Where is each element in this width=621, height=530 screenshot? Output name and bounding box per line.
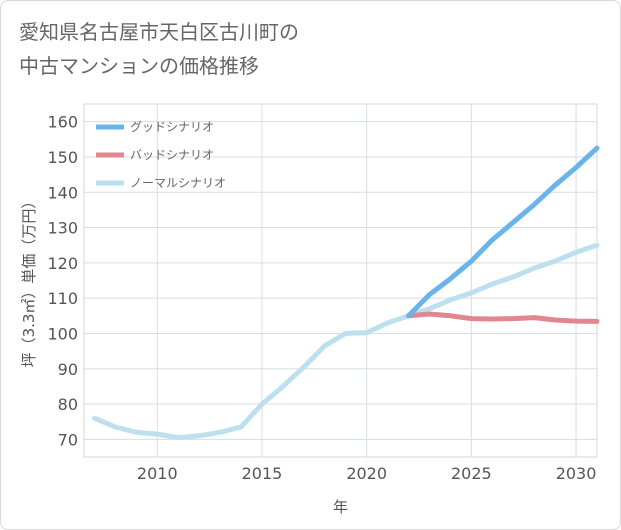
legend-label-2: ノーマルシナリオ <box>130 176 226 190</box>
chart-title: 愛知県名古屋市天白区古川町の 中古マンションの価格推移 <box>19 15 299 83</box>
chart-title-line-2: 中古マンションの価格推移 <box>19 54 259 78</box>
series-line-0 <box>406 145 600 319</box>
y-tick-label: 130 <box>47 219 78 238</box>
y-tick-label: 100 <box>47 324 78 343</box>
plot-frame <box>83 103 598 458</box>
y-tick-label: 80 <box>58 395 78 414</box>
y-axis-label: 坪（3.3㎡）単価（万円） <box>20 194 38 368</box>
y-tick-label: 160 <box>47 113 78 132</box>
x-tick-label: 2025 <box>451 464 492 483</box>
chart-title-line-1: 愛知県名古屋市天白区古川町の <box>19 20 299 44</box>
x-axis-label: 年 <box>333 498 348 516</box>
y-axis-ticks: 70 80 90 100 110 120 130 140 150 160 <box>47 113 78 450</box>
y-tick-label: 90 <box>58 360 78 379</box>
x-tick-label: 2010 <box>137 464 178 483</box>
legend-label-0: グッドシナリオ <box>130 120 214 134</box>
series-line-2 <box>92 242 600 441</box>
y-tick-label: 150 <box>47 148 78 167</box>
x-tick-label: 2015 <box>242 464 283 483</box>
x-tick-label: 2020 <box>346 464 387 483</box>
y-tick-label: 110 <box>47 289 78 308</box>
legend-label-1: バッドシナリオ <box>130 148 214 162</box>
x-tick-label: 2030 <box>556 464 597 483</box>
y-tick-label: 140 <box>47 183 78 202</box>
y-tick-label: 120 <box>47 254 78 273</box>
grid <box>83 103 598 458</box>
x-axis-ticks: 2010 2015 2020 2025 2030 <box>137 464 596 483</box>
series-lines <box>92 145 600 441</box>
series-line-1 <box>406 311 600 324</box>
y-tick-label: 70 <box>58 430 78 449</box>
